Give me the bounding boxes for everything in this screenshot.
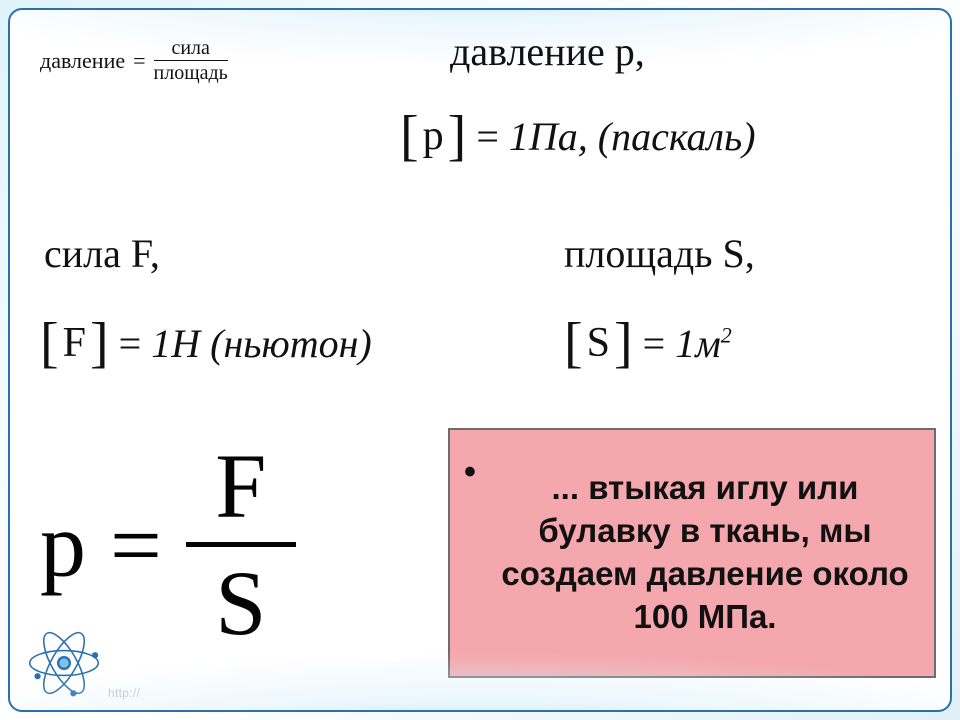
bracket-left-icon: [ bbox=[40, 315, 59, 371]
unit-s-symbol: S bbox=[583, 322, 614, 364]
formula-denominator: S bbox=[215, 557, 266, 649]
unit-s-base: 1м bbox=[675, 321, 721, 366]
footer-url: http:// bbox=[108, 686, 140, 700]
label-force: сила F, bbox=[44, 230, 160, 277]
fraction-bar bbox=[186, 542, 296, 547]
bracket-right-icon: ] bbox=[614, 315, 633, 371]
wordfrac-denom: площадь bbox=[154, 63, 228, 83]
unit-f-symbol: F bbox=[59, 322, 90, 364]
wordfrac-numer: сила bbox=[171, 38, 209, 58]
unit-p-symbol: р bbox=[419, 115, 448, 157]
wordfrac-eq: = bbox=[133, 48, 145, 74]
bracket-right-icon: ] bbox=[448, 108, 467, 164]
wordfrac-bar bbox=[154, 60, 228, 61]
formula-fraction: F S bbox=[186, 440, 296, 649]
formula-eq: = bbox=[86, 499, 186, 591]
unit-s-eq: = bbox=[633, 320, 676, 367]
unit-area: [ S ] = 1м2 bbox=[564, 315, 732, 371]
slide-frame: давление = сила площадь давление р, сила… bbox=[8, 8, 952, 712]
unit-p-value: 1Па, (паскаль) bbox=[509, 113, 756, 160]
fact-text: ... втыкая иглу или булавку в ткань, мы … bbox=[494, 467, 916, 639]
atom-icon bbox=[24, 628, 104, 698]
word-fraction: давление = сила площадь bbox=[40, 38, 228, 83]
unit-f-value: 1Н (ньютон) bbox=[151, 320, 372, 367]
label-pressure: давление р, bbox=[450, 28, 645, 75]
unit-s-value: 1м2 bbox=[675, 320, 732, 367]
unit-f-eq: = bbox=[109, 320, 152, 367]
main-formula: p = F S bbox=[40, 440, 296, 649]
bracket-right-icon: ] bbox=[90, 315, 109, 371]
bracket-left-icon: [ bbox=[564, 315, 583, 371]
unit-p-eq: = bbox=[466, 113, 509, 160]
fact-box: ... втыкая иглу или булавку в ткань, мы … bbox=[448, 428, 936, 678]
bracket-left-icon: [ bbox=[400, 108, 419, 164]
formula-numerator: F bbox=[215, 440, 266, 532]
wordfrac-frac: сила площадь bbox=[154, 38, 228, 83]
unit-s-sup: 2 bbox=[721, 322, 732, 347]
label-area: площадь S, bbox=[564, 230, 755, 277]
wordfrac-lhs: давление bbox=[40, 48, 125, 74]
slide-content: давление = сила площадь давление р, сила… bbox=[10, 10, 950, 710]
unit-force: [ F ] = 1Н (ньютон) bbox=[40, 315, 372, 371]
formula-lhs: p bbox=[40, 499, 86, 591]
unit-pressure: [ р ] = 1Па, (паскаль) bbox=[400, 108, 756, 164]
